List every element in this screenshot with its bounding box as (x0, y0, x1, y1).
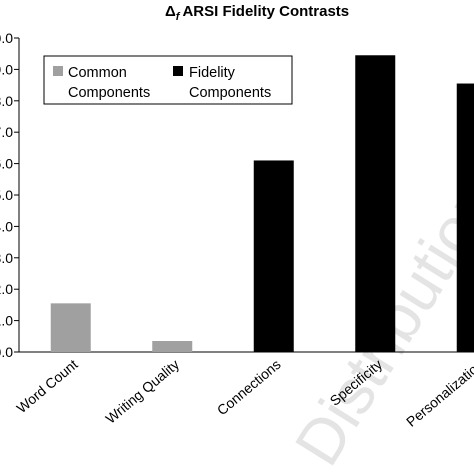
legend-swatch-common (53, 66, 63, 76)
legend: Common Components Fidelity Components (43, 55, 293, 105)
legend-swatch-fidelity (173, 66, 183, 76)
x-tick-label-personalization: Personalization (403, 356, 474, 430)
legend-box (43, 55, 293, 105)
title-subscript: f (176, 11, 181, 23)
legend-label-common-line2: Components (68, 85, 150, 101)
bar-connections (253, 160, 294, 352)
title-symbol: Δ (165, 3, 176, 20)
chart-title: Δf ARSI Fidelity Contrasts (165, 3, 349, 23)
y-tick-label-0: 0.0 (0, 344, 13, 360)
y-tick-label-4: 4.0 (0, 218, 13, 234)
bar-specificity (355, 55, 396, 353)
y-tick-label-5: 5.0 (0, 187, 13, 203)
y-tick-label-9: 9.0 (0, 61, 13, 77)
y-tick-label-6: 6.0 (0, 156, 13, 172)
y-tick-label-1: 1.0 (0, 313, 13, 329)
y-tick-label-10: 10.0 (0, 30, 13, 46)
y-tick-label-8: 8.0 (0, 93, 13, 109)
x-tick-label-writing-quality: Writing Quality (102, 356, 182, 427)
legend-label-fidelity-line2: Components (189, 85, 271, 101)
y-tick-label-3: 3.0 (0, 250, 13, 266)
bar-personalization (456, 83, 474, 352)
bar-word-count (50, 303, 91, 352)
x-tick-label-connections: Connections (214, 356, 284, 418)
title-text: ARSI Fidelity Contrasts (182, 3, 349, 20)
x-tick-label-word-count: Word Count (13, 356, 80, 416)
legend-label-common-line1: Common (68, 65, 127, 81)
bar-writing-quality (152, 341, 193, 352)
legend-label-fidelity-line1: Fidelity (189, 65, 236, 81)
y-tick-label-2: 2.0 (0, 281, 13, 297)
y-tick-label-7: 7.0 (0, 124, 13, 140)
